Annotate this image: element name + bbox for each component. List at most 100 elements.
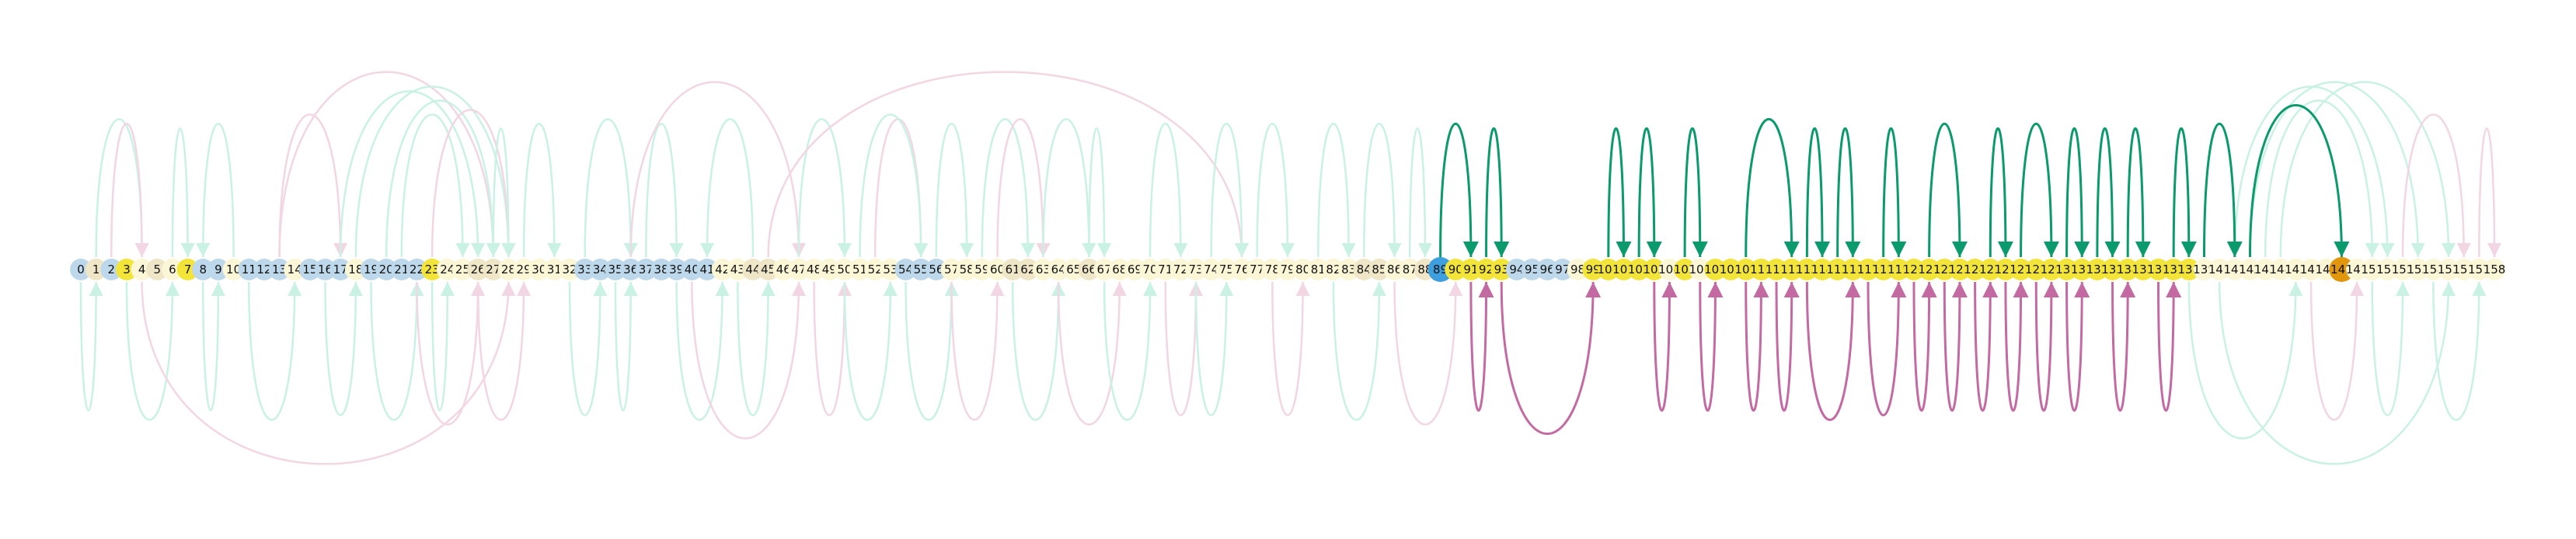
node-circle <box>1964 259 1986 280</box>
upper-arc-47-50 <box>797 118 852 258</box>
arc-path <box>522 123 556 258</box>
lower-arc-103-104 <box>1653 281 1678 412</box>
node-25: 25 <box>451 259 474 280</box>
arc-path <box>171 127 189 258</box>
node-label: 40 <box>685 263 699 276</box>
node-circle <box>1108 259 1131 280</box>
node-label: 14 <box>288 263 302 276</box>
lower-arc-3-6 <box>125 281 180 421</box>
node-61: 61 <box>1002 259 1024 280</box>
lower-arc-26-29 <box>476 281 532 421</box>
arrowhead <box>2135 242 2151 257</box>
node-label: 44 <box>745 263 760 276</box>
upper-arc-142-148 <box>2248 104 2350 258</box>
node-33: 33 <box>573 259 596 280</box>
arc-path <box>2218 281 2450 465</box>
arrowhead <box>1417 243 1432 257</box>
lower-arc-86-90 <box>1393 281 1463 426</box>
lower-arc-124-125 <box>1974 281 1999 412</box>
node-28: 28 <box>497 259 520 280</box>
arrowhead <box>990 282 1005 296</box>
upper-arc-102-103 <box>1637 127 1662 258</box>
node-circle <box>1796 259 1818 280</box>
lower-arc-50-53 <box>843 281 898 421</box>
node-circle <box>1124 259 1146 280</box>
node-circle <box>253 259 275 280</box>
node-11: 11 <box>238 259 260 280</box>
node-circle <box>1475 259 1497 280</box>
arc-path <box>2432 281 2480 421</box>
arrowhead <box>1494 242 1510 257</box>
node-96: 96 <box>1536 259 1559 280</box>
arc-path <box>2065 281 2083 412</box>
node-label: 79 <box>1280 263 1295 276</box>
node-86: 86 <box>1383 259 1406 280</box>
node-circle <box>894 259 917 280</box>
node-circle <box>1551 259 1574 280</box>
arrowhead <box>1281 243 1295 257</box>
arc-path <box>278 113 342 258</box>
upper-arc-74-76 <box>1210 123 1250 258</box>
node-circle <box>1505 259 1528 280</box>
lower-arc-126-127 <box>2004 281 2029 412</box>
lower-arc-109-110 <box>1745 281 1769 412</box>
arrowhead <box>440 282 455 296</box>
lower-arc-8-9 <box>202 281 225 412</box>
node-circle <box>2177 259 2200 280</box>
node-circle <box>619 259 642 280</box>
node-circle <box>1016 259 1039 280</box>
node-circle <box>1291 259 1314 280</box>
upper-arc-132-133 <box>2096 127 2121 258</box>
node-circle <box>2285 259 2307 280</box>
node-label: 4 <box>138 263 146 276</box>
node-73: 73 <box>1185 259 1208 280</box>
upper-arc-109-112 <box>1745 117 1800 258</box>
upper-arc-13-17 <box>278 113 348 258</box>
arrowhead <box>1585 282 1602 297</box>
node-circle <box>1582 259 1605 280</box>
arrowhead <box>196 243 211 257</box>
arrowhead <box>669 243 684 257</box>
node-label: 72 <box>1173 263 1188 276</box>
arc-path <box>1836 127 1854 258</box>
node-51: 51 <box>849 259 871 280</box>
node-circle <box>375 259 398 280</box>
node-44: 44 <box>741 259 764 280</box>
arc-path <box>1943 281 1961 412</box>
arrowhead <box>455 243 470 257</box>
arc-path <box>1912 281 1931 412</box>
node-90: 90 <box>1445 259 1467 280</box>
node-label: 57 <box>944 263 959 276</box>
arc-path <box>2309 281 2358 421</box>
node-label: 48 <box>807 263 821 276</box>
node-label: 0 <box>77 263 85 276</box>
node-78: 78 <box>1261 259 1284 280</box>
node-circle <box>1032 259 1054 280</box>
node-label: 37 <box>639 263 654 276</box>
arrowhead <box>2350 282 2365 296</box>
arrowhead <box>2104 242 2121 257</box>
node-label: 41 <box>699 263 714 276</box>
arrowhead <box>960 243 974 257</box>
arrowhead <box>2396 282 2410 296</box>
node-label: 21 <box>394 263 409 276</box>
arc-path <box>1653 281 1671 412</box>
node-circle <box>2269 259 2292 280</box>
node-circle <box>1689 259 1711 280</box>
node-circle <box>787 259 810 280</box>
lower-arc-64-68 <box>1057 281 1127 426</box>
arrowhead <box>2043 282 2059 297</box>
arrowhead <box>2442 243 2456 257</box>
arc-path <box>1317 123 1350 258</box>
node-circle <box>2010 259 2032 280</box>
node-17: 17 <box>329 259 352 280</box>
node-49: 49 <box>818 259 841 280</box>
arrowhead <box>211 282 225 296</box>
arc-path <box>1332 281 1381 421</box>
arrowhead <box>761 282 776 296</box>
node-label: 8 <box>199 263 207 276</box>
arrowhead <box>914 243 929 257</box>
node-label: 70 <box>1143 263 1158 276</box>
node-circle <box>2438 259 2460 280</box>
